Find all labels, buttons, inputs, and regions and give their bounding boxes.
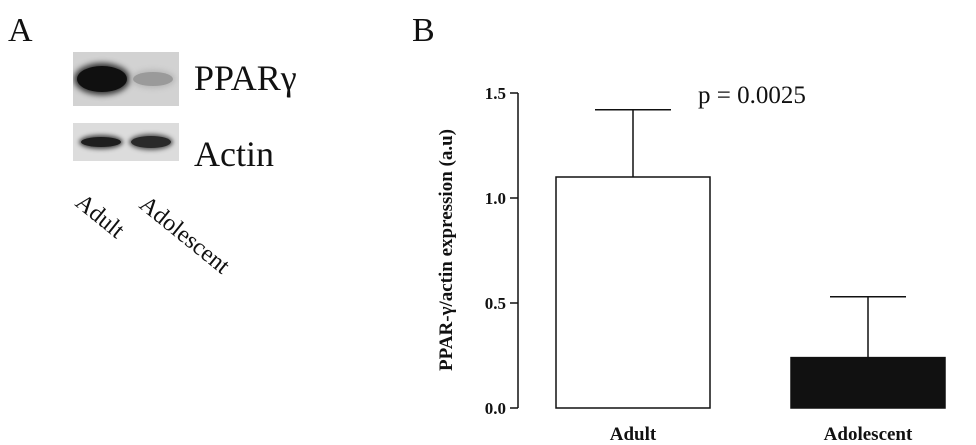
y-tick-label: 0.0: [485, 399, 506, 418]
y-tick-label: 1.0: [485, 189, 506, 208]
adult-actin-band: [81, 137, 121, 147]
y-tick-label: 1.5: [485, 84, 506, 103]
panel-a-label: A: [8, 12, 33, 49]
bar-adolescent: [790, 356, 946, 409]
x-category-label: Adolescent: [824, 424, 913, 445]
panel-b-label: B: [412, 12, 435, 49]
ppar-gamma-label: PPARγ: [194, 58, 297, 98]
ppar-gamma-blot-image: [73, 52, 179, 106]
y-tick-label: 0.5: [485, 294, 506, 313]
adolescent-ppar-band: [133, 72, 173, 86]
p-value-annotation: p = 0.0025: [698, 82, 806, 109]
actin-blot-image: [73, 123, 179, 161]
actin-label: Actin: [194, 134, 274, 174]
bar-adult: [555, 176, 711, 409]
x-category-label: Adult: [610, 424, 657, 445]
y-axis-label: PPAR-γ/actin expression (a.u): [436, 129, 457, 371]
adolescent-actin-band: [131, 136, 171, 148]
adult-ppar-band: [77, 66, 127, 92]
